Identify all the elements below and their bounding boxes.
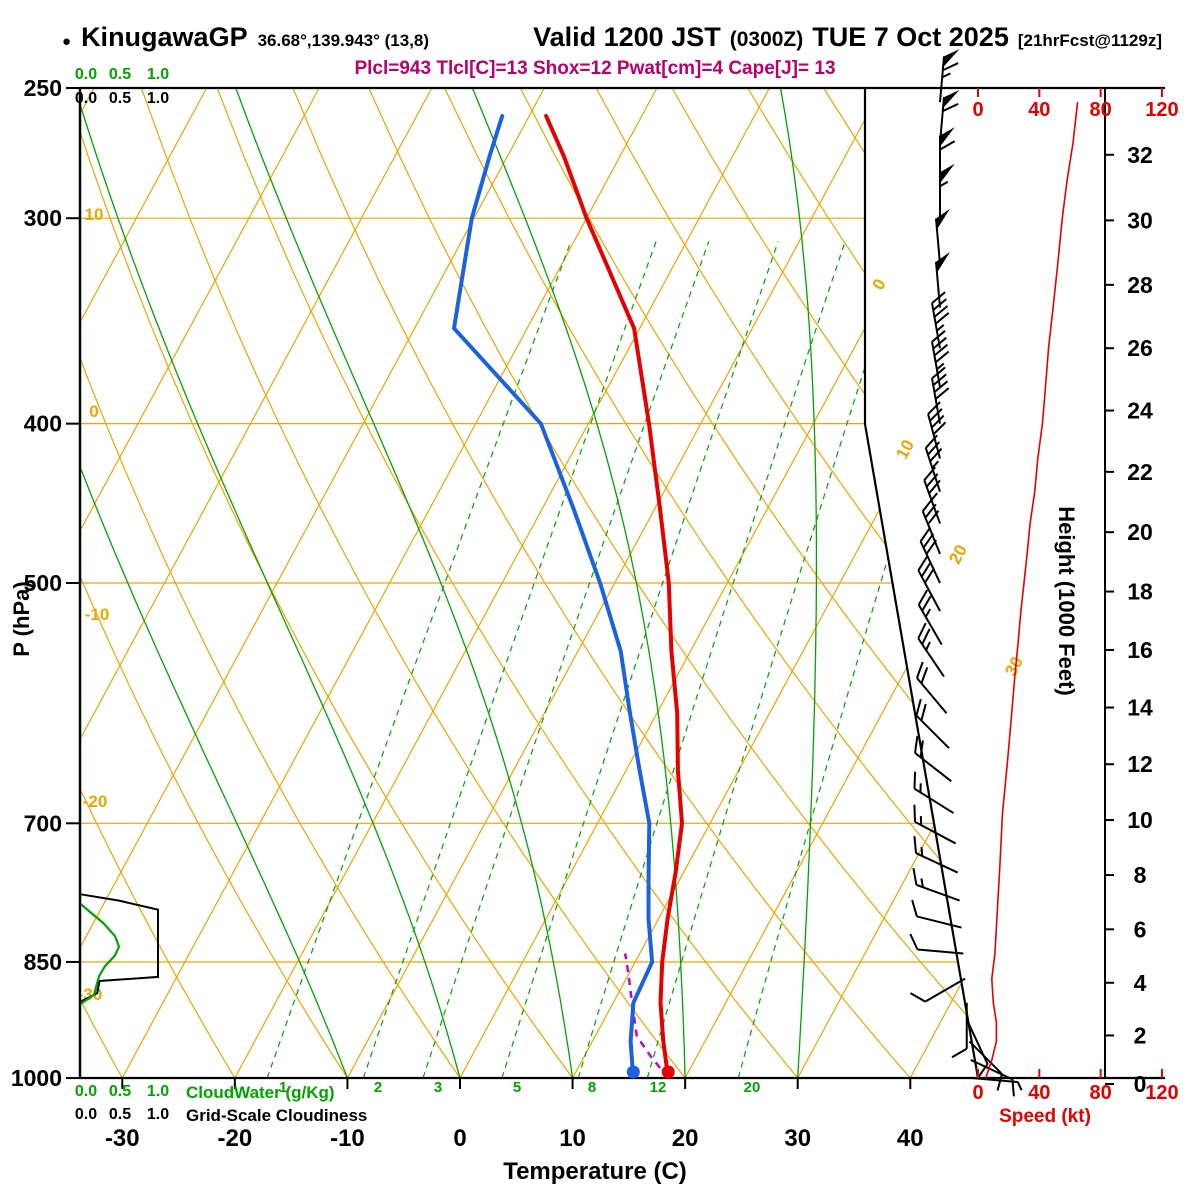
temperature-curve [544,114,684,1078]
temperature-axis-title: Temperature (C) [503,1158,687,1185]
svg-text:20: 20 [1127,519,1153,545]
svg-text:0.5: 0.5 [109,66,131,83]
svg-text:16: 16 [1127,637,1153,663]
svg-text:4: 4 [1134,970,1147,996]
svg-text:20: 20 [672,1125,699,1152]
station-name: KinugawaGP [81,22,248,52]
surface-dewpoint-dot [626,1065,640,1079]
svg-text:-20: -20 [83,792,108,811]
svg-text:-20: -20 [218,1125,253,1152]
svg-text:40: 40 [1028,99,1050,121]
speed-axis-title: Speed (kt) [999,1106,1091,1127]
valid-time-zulu: (0300Z) [729,28,804,51]
mixing-ratio-lines [266,241,978,1078]
svg-text:22: 22 [1127,459,1153,485]
svg-text:400: 400 [24,411,62,437]
svg-text:40: 40 [1028,1082,1050,1104]
svg-text:2: 2 [1134,1022,1147,1048]
svg-text:0: 0 [1134,1071,1147,1097]
svg-text:8: 8 [1134,862,1147,888]
svg-text:30: 30 [784,1125,811,1152]
svg-text:120: 120 [1145,99,1178,121]
svg-text:500: 500 [24,570,62,596]
svg-text:2: 2 [374,1079,382,1096]
wind-barbs [909,49,1023,1097]
svg-text:0: 0 [453,1125,466,1152]
svg-text:10: 10 [559,1125,586,1152]
svg-text:0.5: 0.5 [109,1106,131,1123]
surface-temperature-dot [661,1065,675,1079]
svg-text:250: 250 [24,75,62,101]
moist-adiabats [80,88,818,1078]
background-grid [80,88,978,1078]
forecast-info: [21hrFcst@1129z] [1017,31,1162,50]
valid-date: TUE 7 Oct 2025 [812,22,1009,52]
svg-text:0: 0 [972,99,983,121]
svg-text:1.0: 1.0 [147,1083,169,1100]
sounding-profiles [452,114,684,1078]
svg-text:14: 14 [1127,695,1153,721]
svg-text:700: 700 [24,810,62,836]
svg-text:0: 0 [972,1082,983,1104]
svg-text:20: 20 [744,1079,761,1096]
svg-text:3: 3 [434,1079,442,1096]
svg-text:5: 5 [513,1079,521,1096]
pressure-axis-title: P (hPa) [9,581,34,657]
svg-text:0: 0 [869,276,890,293]
station-coords: 36.68°,139.943° (13,8) [257,31,430,50]
svg-text:1: 1 [279,1079,287,1096]
station-marker-dot: ● [62,33,72,50]
svg-text:32: 32 [1127,142,1153,168]
svg-text:0.0: 0.0 [75,66,97,83]
height-axis-title: Height (1000 Feet) [1054,506,1079,696]
svg-text:24: 24 [1127,398,1153,424]
svg-text:10: 10 [1127,807,1153,833]
svg-text:850: 850 [24,949,62,975]
dewpoint-curve [452,114,655,1078]
svg-text:18: 18 [1127,579,1153,605]
svg-text:20: 20 [945,542,971,568]
svg-text:10: 10 [892,437,918,463]
svg-text:-30: -30 [105,1125,140,1152]
cloudiness-axis-title: Grid-Scale Cloudiness [186,1106,368,1125]
svg-text:28: 28 [1127,272,1153,298]
svg-text:80: 80 [1090,99,1112,121]
svg-text:-10: -10 [330,1125,365,1152]
stability-indices: Plcl=943 Tlcl[C]=13 Shox=12 Pwat[cm]=4 C… [354,58,836,79]
svg-text:1000: 1000 [11,1065,62,1091]
svg-text:30: 30 [1127,207,1153,233]
valid-time-label: Valid 1200 JST [533,22,721,52]
svg-text:6: 6 [1134,916,1147,942]
svg-text:0.5: 0.5 [109,90,131,107]
cloudwater-axis-title: CloudWater (g/Kg) [186,1083,335,1102]
svg-text:12: 12 [650,1079,667,1096]
cloudwater-profile [78,88,121,1078]
svg-text:40: 40 [897,1125,924,1152]
svg-text:0: 0 [89,402,98,421]
svg-text:1.0: 1.0 [147,90,169,107]
svg-text:1.0: 1.0 [147,1106,169,1123]
svg-text:0.5: 0.5 [109,1083,131,1100]
parcel-path [623,953,670,1078]
svg-text:10: 10 [85,205,104,224]
wind-speed-curve [984,102,1079,1079]
svg-text:0.0: 0.0 [75,90,97,107]
station-block: ● KinugawaGP 36.68°,139.943° (13,8) [62,22,429,53]
svg-text:12: 12 [1127,751,1153,777]
svg-text:8: 8 [588,1079,596,1096]
svg-text:1.0: 1.0 [147,66,169,83]
cloudiness-profile [79,88,159,1078]
svg-text:-10: -10 [85,605,110,624]
chart-title-row: ● KinugawaGP 36.68°,139.943° (13,8) Vali… [62,22,1162,53]
svg-text:300: 300 [24,205,62,231]
svg-text:0.0: 0.0 [75,1083,97,1100]
svg-text:26: 26 [1127,335,1153,361]
svg-text:0.0: 0.0 [75,1106,97,1123]
svg-text:80: 80 [1090,1082,1112,1104]
svg-text:120: 120 [1145,1082,1178,1104]
valid-time-block: Valid 1200 JST (0300Z) TUE 7 Oct 2025 [2… [533,22,1162,53]
